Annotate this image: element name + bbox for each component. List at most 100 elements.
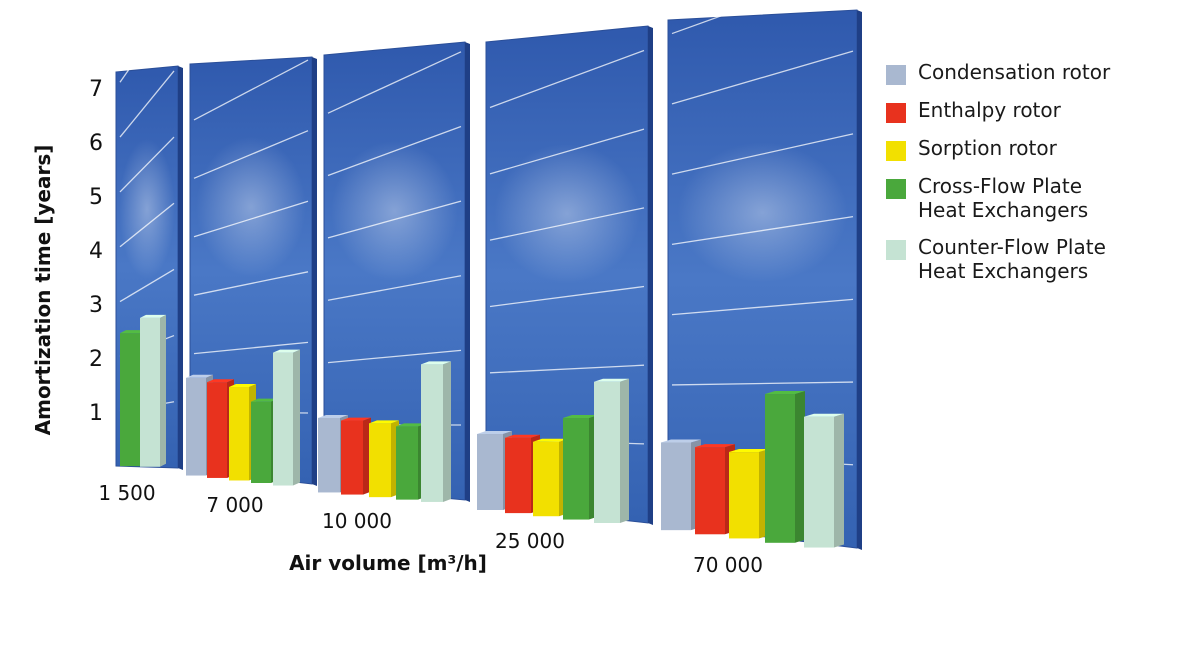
bar-top [729,449,769,453]
gridline [119,268,175,303]
bar-front [341,420,363,495]
bar-front [661,442,691,531]
cloud-texture [196,137,306,277]
x-axis-title: Air volume [m³/h] [289,551,487,575]
gridline [119,4,175,83]
bar-top [251,398,278,402]
y-tick-label: 3 [89,293,103,318]
bar-top [533,438,568,442]
bar-top [229,384,256,388]
gridline [327,275,462,301]
gridline [489,285,645,308]
legend-item: Counter-Flow Plate Heat Exchangers [886,235,1186,283]
bar [369,420,399,498]
category-label: 25 000 [495,529,565,553]
bar-top [661,439,701,443]
bar-side [160,314,166,467]
bar [594,378,629,523]
bar [729,449,769,539]
y-tick-label: 2 [89,347,103,372]
gridline [489,207,645,241]
bar-top [318,414,348,418]
legend-swatch [886,65,906,85]
bar-front [695,447,725,535]
bar-front [140,317,160,467]
bar-front [421,364,443,502]
y-tick-label: 5 [89,185,103,210]
category-label: 1 500 [98,481,155,505]
bar-front [396,426,418,500]
bar-top [140,314,166,318]
category-label: 10 000 [322,509,392,533]
bar [765,391,805,543]
bar [804,413,844,548]
y-tick-label: 4 [89,239,103,264]
panel-edge [178,66,183,470]
gridline [671,0,768,35]
cloud-texture [677,142,848,283]
bar-side [834,413,844,548]
legend: Condensation rotor Enthalpy rotor Sorption… [886,60,1186,296]
gridline [671,133,854,175]
legend-label: Enthalpy rotor [918,98,1061,122]
y-axis-title: Amortization time [years] [31,145,55,436]
y-tick-label: 6 [89,131,103,156]
bars [120,314,844,548]
gridline [671,298,854,316]
cloud-texture [331,141,458,281]
bar-top [563,415,598,419]
gridline [193,59,309,121]
bar-front [273,352,293,486]
gridline [119,70,175,138]
legend-swatch [886,103,906,123]
cloud-texture [119,139,175,279]
gridline [193,271,309,296]
bar-front [477,434,503,510]
gridline [327,349,462,364]
legend-item: Cross-Flow Plate Heat Exchangers [886,174,1186,222]
bar-top [369,420,399,424]
panel-edge [465,42,470,502]
gridline [489,128,645,175]
bar-top [421,361,451,365]
panel-edge [857,10,862,550]
legend-swatch [886,240,906,260]
gridline [119,202,175,248]
bar [341,417,371,495]
bar-front [251,401,271,483]
legend-swatch [886,179,906,199]
bar-top [273,349,300,353]
bar-front [207,382,227,478]
bar-top [765,391,805,395]
bar [695,444,735,535]
bar-front [120,333,140,467]
legend-swatch [886,141,906,161]
bar [273,349,300,486]
bar [140,314,166,467]
bar [421,361,451,502]
legend-item: Condensation rotor [886,60,1186,85]
category-label: 7 000 [206,493,263,517]
bar-front [765,394,795,543]
y-tick-label: 1 [89,401,103,426]
gridline [119,136,175,193]
gridline [489,49,645,109]
bar-top [477,431,512,435]
bar-front [533,441,559,517]
bar-top [695,444,735,448]
bar-front [729,452,759,539]
bar-top [120,330,146,334]
legend-label: Condensation rotor [918,60,1111,84]
gridline [327,51,462,114]
legend-item: Enthalpy rotor [886,98,1186,123]
bar-side [293,349,300,486]
y-tick-label: 7 [89,77,103,102]
bar-front [369,423,391,498]
bar-front [563,418,589,520]
legend-label: Sorption rotor [918,136,1057,160]
gridline [193,341,309,355]
panel-edge [312,57,317,486]
gridline [671,50,854,105]
